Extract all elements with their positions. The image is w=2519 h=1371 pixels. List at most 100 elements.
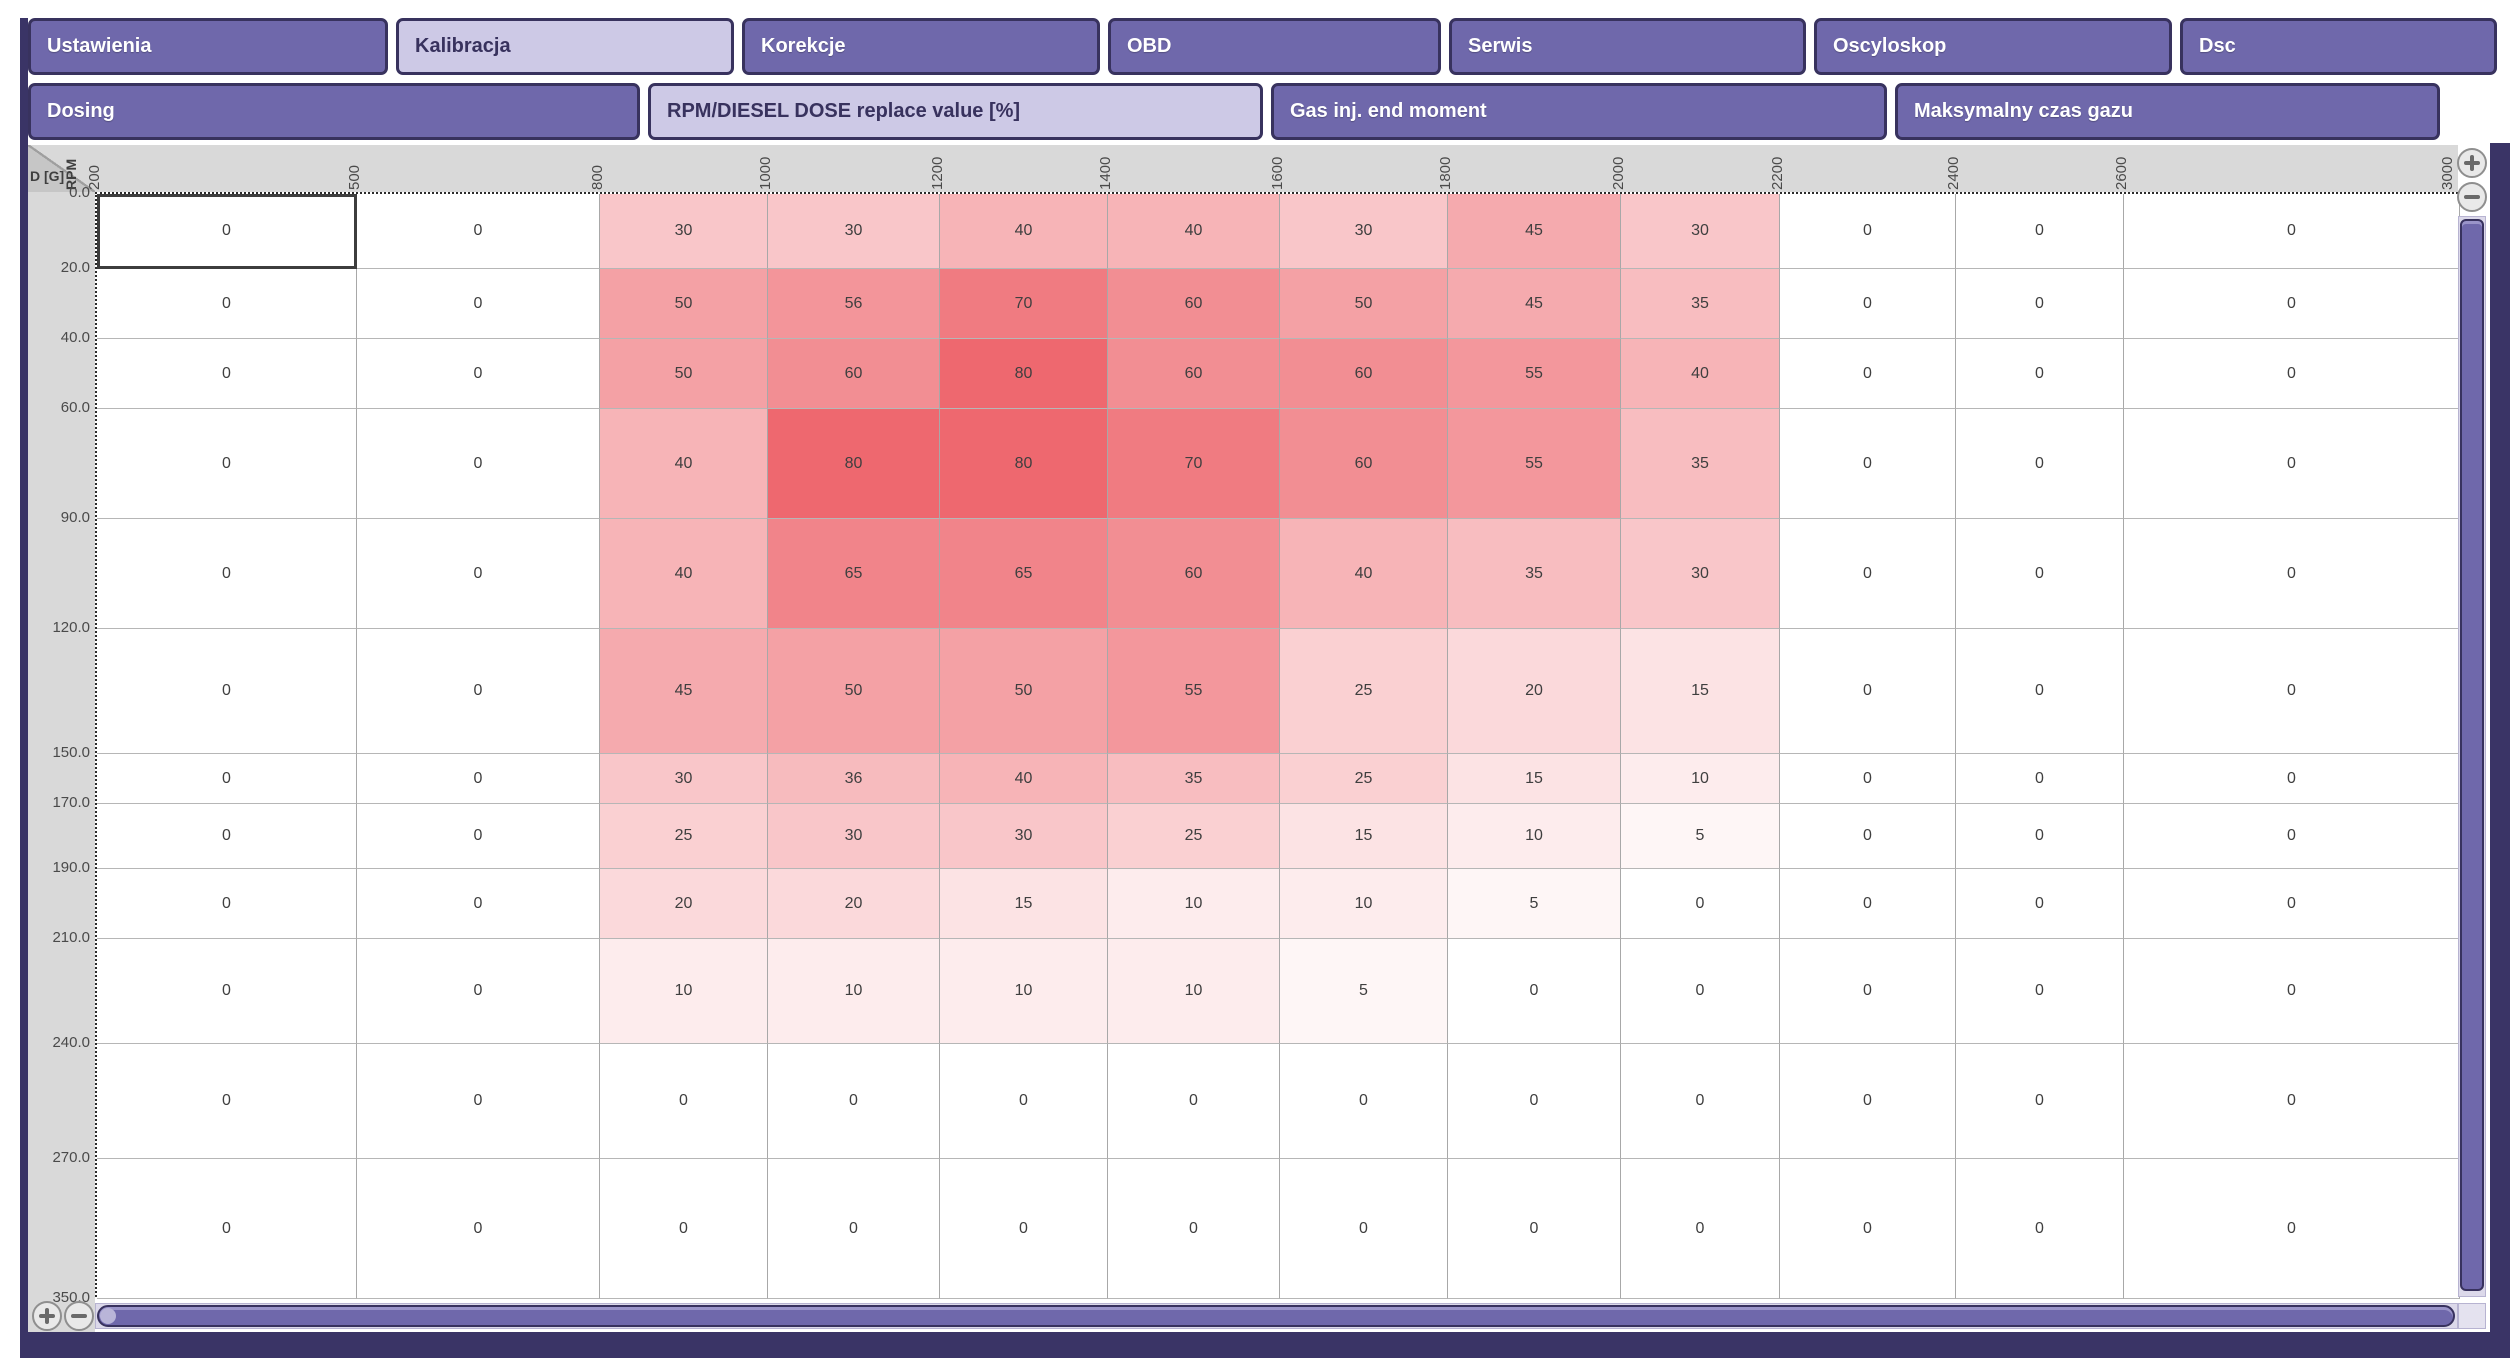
map-cell-r3-c0[interactable]: 0 <box>97 409 357 519</box>
map-cell-r6-c7[interactable]: 15 <box>1448 754 1621 804</box>
map-cell-r6-c5[interactable]: 35 <box>1108 754 1280 804</box>
map-cell-r5-c6[interactable]: 25 <box>1280 629 1448 754</box>
map-cell-r1-c4[interactable]: 70 <box>940 269 1108 339</box>
map-cell-r3-c6[interactable]: 60 <box>1280 409 1448 519</box>
map-cell-r5-c4[interactable]: 50 <box>940 629 1108 754</box>
map-cell-r9-c0[interactable]: 0 <box>97 939 357 1044</box>
map-cell-r8-c3[interactable]: 20 <box>768 869 940 939</box>
map-cell-r4-c5[interactable]: 60 <box>1108 519 1280 629</box>
map-cell-r6-c4[interactable]: 40 <box>940 754 1108 804</box>
map-cell-r3-c4[interactable]: 80 <box>940 409 1108 519</box>
map-cell-r0-c0[interactable]: 0 <box>97 194 357 269</box>
map-cell-r1-c8[interactable]: 35 <box>1621 269 1780 339</box>
map-cell-r7-c7[interactable]: 10 <box>1448 804 1621 869</box>
map-cell-r1-c5[interactable]: 60 <box>1108 269 1280 339</box>
tab-korekcje[interactable]: Korekcje <box>742 18 1100 75</box>
map-cell-r3-c9[interactable]: 0 <box>1780 409 1956 519</box>
map-cell-r8-c8[interactable]: 0 <box>1621 869 1780 939</box>
map-cell-r9-c5[interactable]: 10 <box>1108 939 1280 1044</box>
map-cell-r1-c1[interactable]: 0 <box>357 269 600 339</box>
map-cell-r3-c7[interactable]: 55 <box>1448 409 1621 519</box>
map-cell-r1-c6[interactable]: 50 <box>1280 269 1448 339</box>
map-cell-r9-c9[interactable]: 0 <box>1780 939 1956 1044</box>
map-cell-r7-c5[interactable]: 25 <box>1108 804 1280 869</box>
map-cell-r4-c8[interactable]: 30 <box>1621 519 1780 629</box>
map-cell-r4-c2[interactable]: 40 <box>600 519 768 629</box>
zoom-out-button-vertical[interactable] <box>2457 182 2487 212</box>
tab-gas-inj-end-moment[interactable]: Gas inj. end moment <box>1271 83 1887 140</box>
map-cell-r7-c0[interactable]: 0 <box>97 804 357 869</box>
map-cell-r1-c7[interactable]: 45 <box>1448 269 1621 339</box>
map-cell-r9-c6[interactable]: 5 <box>1280 939 1448 1044</box>
tab-dsc[interactable]: Dsc <box>2180 18 2497 75</box>
map-cell-r6-c0[interactable]: 0 <box>97 754 357 804</box>
map-cell-r3-c5[interactable]: 70 <box>1108 409 1280 519</box>
map-cell-r2-c9[interactable]: 0 <box>1780 339 1956 409</box>
zoom-out-button-horizontal[interactable] <box>64 1301 94 1331</box>
map-cell-r3-c2[interactable]: 40 <box>600 409 768 519</box>
map-cell-r6-c9[interactable]: 0 <box>1780 754 1956 804</box>
map-cell-r9-c10[interactable]: 0 <box>1956 939 2124 1044</box>
map-cell-r5-c3[interactable]: 50 <box>768 629 940 754</box>
map-cell-r10-c10[interactable]: 0 <box>1956 1044 2124 1159</box>
map-cell-r10-c4[interactable]: 0 <box>940 1044 1108 1159</box>
map-cell-r6-c10[interactable]: 0 <box>1956 754 2124 804</box>
map-cell-r7-c3[interactable]: 30 <box>768 804 940 869</box>
map-cell-r8-c5[interactable]: 10 <box>1108 869 1280 939</box>
map-cell-r1-c3[interactable]: 56 <box>768 269 940 339</box>
map-cell-r2-c6[interactable]: 60 <box>1280 339 1448 409</box>
map-cell-r6-c3[interactable]: 36 <box>768 754 940 804</box>
map-cell-r0-c4[interactable]: 40 <box>940 194 1108 269</box>
map-cell-r6-c2[interactable]: 30 <box>600 754 768 804</box>
map-cell-r8-c10[interactable]: 0 <box>1956 869 2124 939</box>
tab-maksymalny-czas-gazu[interactable]: Maksymalny czas gazu <box>1895 83 2440 140</box>
map-cell-r10-c6[interactable]: 0 <box>1280 1044 1448 1159</box>
tab-ustawienia[interactable]: Ustawienia <box>28 18 388 75</box>
map-cell-r0-c1[interactable]: 0 <box>357 194 600 269</box>
map-cell-r5-c2[interactable]: 45 <box>600 629 768 754</box>
map-cell-r8-c7[interactable]: 5 <box>1448 869 1621 939</box>
map-cell-r4-c4[interactable]: 65 <box>940 519 1108 629</box>
map-cell-r5-c11[interactable]: 0 <box>2124 629 2460 754</box>
zoom-in-button-horizontal[interactable] <box>32 1301 62 1331</box>
map-cell-r2-c1[interactable]: 0 <box>357 339 600 409</box>
tab-obd[interactable]: OBD <box>1108 18 1441 75</box>
map-cell-r3-c8[interactable]: 35 <box>1621 409 1780 519</box>
map-cell-r7-c10[interactable]: 0 <box>1956 804 2124 869</box>
map-cell-r11-c5[interactable]: 0 <box>1108 1159 1280 1299</box>
map-cell-r8-c4[interactable]: 15 <box>940 869 1108 939</box>
map-cell-r10-c7[interactable]: 0 <box>1448 1044 1621 1159</box>
map-cell-r7-c2[interactable]: 25 <box>600 804 768 869</box>
map-cell-r2-c8[interactable]: 40 <box>1621 339 1780 409</box>
map-cell-r9-c11[interactable]: 0 <box>2124 939 2460 1044</box>
map-cell-r1-c10[interactable]: 0 <box>1956 269 2124 339</box>
vertical-scrollbar-thumb[interactable] <box>2460 219 2484 1291</box>
map-cell-r10-c3[interactable]: 0 <box>768 1044 940 1159</box>
map-cell-r2-c2[interactable]: 50 <box>600 339 768 409</box>
tab-rpm-diesel-dose-replace-value[interactable]: RPM/DIESEL DOSE replace value [%] <box>648 83 1263 140</box>
map-cell-r8-c11[interactable]: 0 <box>2124 869 2460 939</box>
map-cell-r4-c1[interactable]: 0 <box>357 519 600 629</box>
map-cell-r7-c6[interactable]: 15 <box>1280 804 1448 869</box>
zoom-in-button-vertical[interactable] <box>2457 148 2487 178</box>
map-cell-r0-c3[interactable]: 30 <box>768 194 940 269</box>
map-cell-r0-c10[interactable]: 0 <box>1956 194 2124 269</box>
horizontal-scrollbar-thumb[interactable] <box>97 1305 2455 1327</box>
map-cell-r4-c0[interactable]: 0 <box>97 519 357 629</box>
map-cell-r11-c11[interactable]: 0 <box>2124 1159 2460 1299</box>
map-cell-r6-c8[interactable]: 10 <box>1621 754 1780 804</box>
map-cell-r5-c5[interactable]: 55 <box>1108 629 1280 754</box>
map-cell-r11-c3[interactable]: 0 <box>768 1159 940 1299</box>
map-cell-r9-c3[interactable]: 10 <box>768 939 940 1044</box>
map-cell-r3-c1[interactable]: 0 <box>357 409 600 519</box>
map-cell-r10-c5[interactable]: 0 <box>1108 1044 1280 1159</box>
map-cell-r2-c0[interactable]: 0 <box>97 339 357 409</box>
map-cell-r9-c7[interactable]: 0 <box>1448 939 1621 1044</box>
map-cell-r10-c9[interactable]: 0 <box>1780 1044 1956 1159</box>
map-cell-r7-c8[interactable]: 5 <box>1621 804 1780 869</box>
map-cell-r0-c11[interactable]: 0 <box>2124 194 2460 269</box>
map-cell-r2-c5[interactable]: 60 <box>1108 339 1280 409</box>
map-cell-r9-c1[interactable]: 0 <box>357 939 600 1044</box>
map-cell-r3-c3[interactable]: 80 <box>768 409 940 519</box>
tab-dosing[interactable]: Dosing <box>28 83 640 140</box>
